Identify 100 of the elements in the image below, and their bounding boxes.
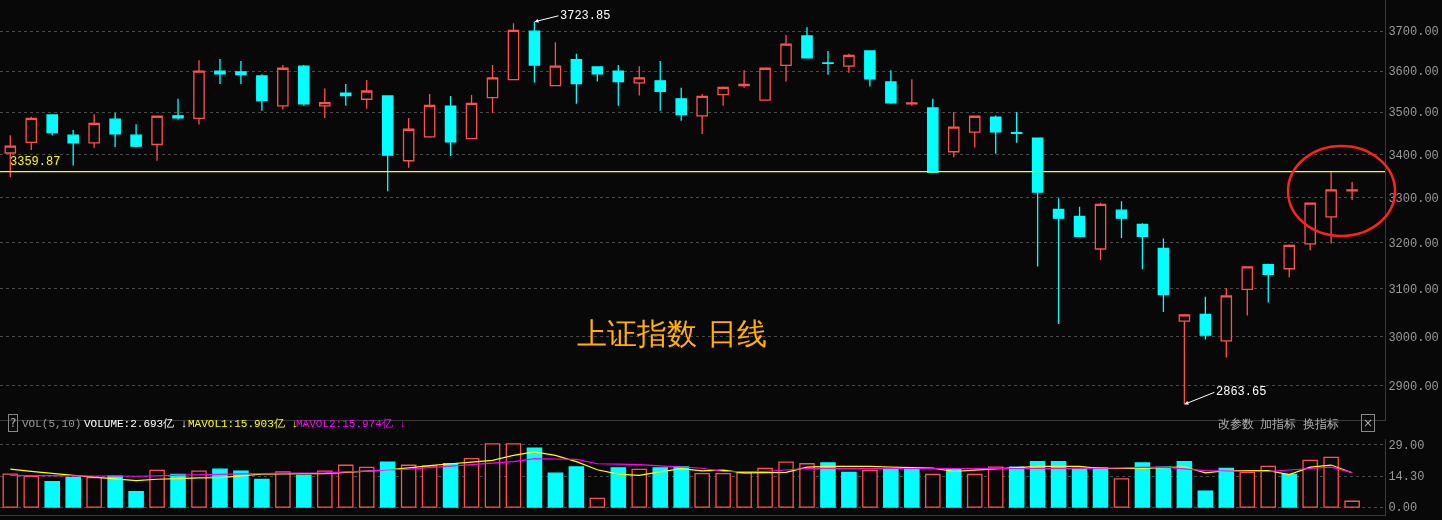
y-tick-label: 3000.00 (1388, 330, 1439, 345)
candlestick (381, 95, 394, 192)
bar (275, 471, 291, 508)
candlestick (927, 98, 939, 174)
bar (1323, 456, 1339, 508)
bar (296, 474, 312, 508)
candlestick (780, 34, 792, 83)
annotation: 3723.85 (560, 9, 611, 23)
bar (1155, 466, 1172, 508)
bar (673, 466, 689, 508)
bar (1134, 462, 1151, 508)
y-tick-label: 2900.00 (1388, 380, 1439, 395)
bar (547, 472, 564, 508)
bar (568, 466, 585, 508)
candlestick (864, 49, 876, 88)
bar (966, 473, 983, 508)
bar (631, 468, 648, 508)
candlestick (319, 87, 331, 119)
bar (1239, 471, 1256, 508)
bar (862, 469, 878, 508)
ref-line-label: 3359.87 (10, 155, 61, 169)
candlestick (402, 117, 415, 169)
candlestick (1136, 222, 1149, 270)
candlestick (1304, 202, 1316, 251)
y-tick-label: 3700.00 (1388, 25, 1439, 40)
candlestick (130, 123, 142, 148)
candlestick (822, 50, 834, 76)
bar (1197, 490, 1214, 508)
bar (23, 475, 40, 508)
candlestick (549, 41, 562, 87)
bar (505, 443, 522, 508)
candlestick (214, 58, 226, 85)
candlestick (46, 113, 59, 137)
bar (925, 473, 941, 508)
bar (820, 462, 836, 508)
bar (694, 473, 710, 508)
candlestick (906, 78, 918, 107)
candlestick (696, 93, 708, 135)
candlestick (1241, 266, 1254, 317)
y-tick-label: 3100.00 (1388, 283, 1439, 298)
bar (526, 447, 543, 508)
candlestick (88, 113, 100, 149)
annotation: VOLUME:2.693亿 ↓ (84, 418, 188, 430)
bar (610, 467, 627, 508)
candlestick (339, 83, 352, 107)
bar (463, 457, 480, 508)
candlestick (528, 21, 541, 84)
y-tick-label: 3400.00 (1388, 148, 1439, 163)
candlestick (1220, 287, 1233, 359)
bar (254, 478, 270, 508)
bar (233, 470, 249, 508)
candlestick (486, 64, 499, 114)
candlestick (738, 69, 750, 89)
legend-title: VOL(5,10) (22, 418, 82, 430)
bar (65, 476, 81, 508)
annotation: × (1363, 416, 1374, 430)
y-tick-label: 3200.00 (1388, 236, 1439, 251)
bar (1050, 460, 1067, 508)
bar (1344, 500, 1360, 508)
bar (883, 467, 899, 508)
bar (149, 469, 165, 508)
candlestick (256, 73, 268, 112)
candlestick (465, 94, 478, 140)
candlestick (1262, 263, 1275, 304)
candlestick (947, 111, 960, 158)
line-series (9, 457, 1353, 477)
bar (1092, 466, 1109, 508)
candlestick (235, 60, 247, 85)
bar (86, 476, 102, 508)
bar (400, 464, 417, 508)
y-tick-label: 14.30 (1388, 470, 1425, 485)
candlestick (151, 115, 163, 162)
bar (757, 467, 773, 508)
candlestick (675, 87, 687, 122)
bar (191, 470, 207, 508)
candlestick (25, 116, 38, 151)
candlestick (360, 79, 373, 110)
candlestick (591, 65, 604, 83)
bar (421, 465, 438, 508)
y-tick-label: 3500.00 (1388, 106, 1439, 121)
candlestick (444, 95, 457, 157)
candlestick (298, 64, 310, 107)
candlestick (1283, 243, 1295, 278)
bar (44, 480, 61, 508)
bar (799, 463, 815, 508)
bar (1218, 467, 1235, 508)
y-tick-label: 3600.00 (1388, 65, 1439, 80)
candlestick (1031, 137, 1044, 268)
bar (1071, 467, 1088, 508)
candlestick (968, 115, 981, 149)
annotation: 改参数 (1218, 417, 1254, 431)
candlestick (843, 53, 855, 74)
candlestick (570, 53, 583, 105)
y-tick-label: 0.00 (1388, 501, 1418, 516)
candlestick (989, 114, 1002, 155)
bar (987, 466, 1004, 508)
candlestick (1073, 205, 1086, 237)
bar (484, 443, 501, 508)
bar (1029, 460, 1046, 508)
bar (128, 491, 144, 508)
